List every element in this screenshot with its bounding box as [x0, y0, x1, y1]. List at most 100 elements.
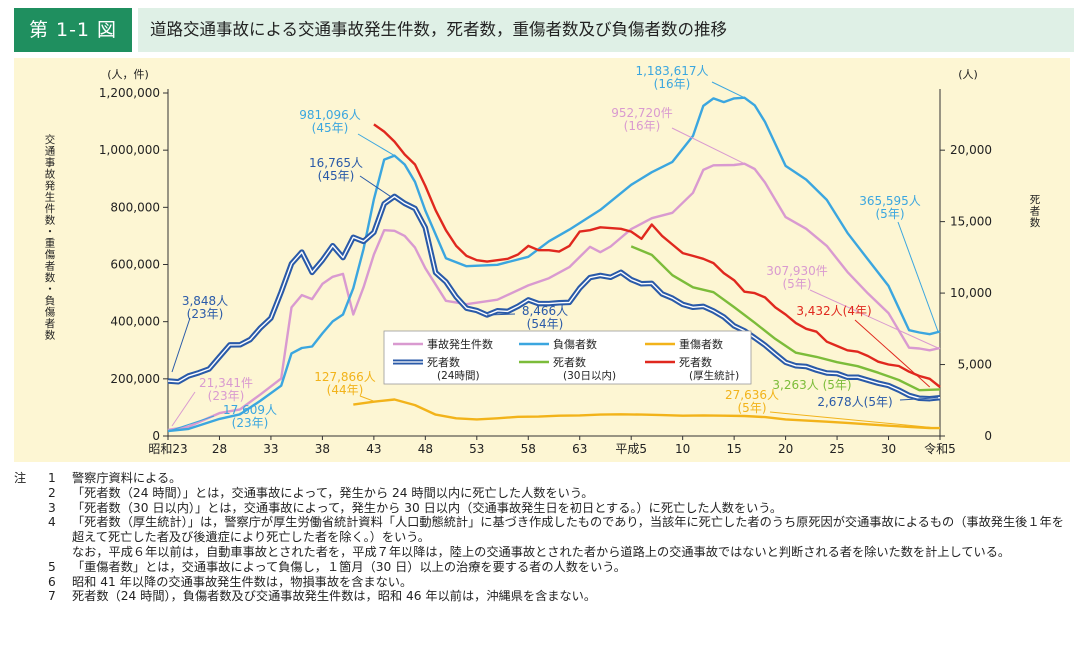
annotation-leader: [171, 391, 196, 427]
left-axis-tick-label: 1,000,000: [99, 143, 160, 157]
x-axis-tick-label: 63: [572, 442, 587, 456]
right-axis-unit: (人): [958, 68, 978, 81]
footnote-number: 7: [48, 589, 56, 604]
left-axis-tick-label: 600,000: [110, 258, 160, 272]
legend-label: 死者数: [427, 356, 460, 369]
annotation-deaths24-2023: 2,678人(5年): [817, 395, 892, 409]
x-axis-tick-label: 38: [315, 442, 330, 456]
footnote-mark: 注: [14, 471, 27, 485]
footnotes: 注 1 警察庁資料による。 2 「死者数（24 時間）」とは，交通事故によって，…: [14, 471, 1074, 604]
left-axis-tick-label: 400,000: [110, 315, 160, 329]
legend-sublabel: (30日以内): [563, 369, 616, 382]
footnote-number: 5: [48, 559, 56, 574]
legend-label: 負傷者数: [553, 337, 597, 351]
deaths-30d-line: [630, 245, 941, 392]
deaths-health-stats-line: [373, 123, 941, 388]
annotation-leader: [487, 313, 516, 316]
annotation-accidents-1948: 21,341件(23年): [199, 376, 253, 403]
left-axis-unit: (人，件): [107, 68, 149, 81]
footnote-4-continuation: なお，平成６年以前は，自動車事故とされた者を，平成７年以降は，陸上の交通事故とさ…: [72, 544, 1011, 559]
annotation-deaths-health-2022: 3,432人(4年): [796, 304, 871, 318]
chart-legend: 事故発生件数 負傷者数 重傷者数死者数(24時間)死者数(30日以内)死者数(厚生統…: [383, 330, 752, 385]
x-axis-tick-label: 28: [212, 442, 227, 456]
footnote-3: 3 「死者数（30 日以内）」とは，交通事故によって，発生から 30 日以内（交…: [14, 501, 1074, 516]
annotation-injuries-2023: 365,595人(5年): [859, 194, 921, 221]
footnote-number: 1: [48, 471, 56, 485]
annotation-injuries-1948: 17,609人(23年): [223, 403, 277, 430]
footnote-2: 2 「死者数（24 時間）」とは，交通事故によって，発生から 24 時間以内に死…: [14, 486, 1074, 501]
annotation-leader: [171, 415, 215, 431]
right-axis-tick-label: 0: [984, 429, 992, 443]
footnote-4: 4 「死者数（厚生統計）」は，警察庁が厚生労働省統計資料「人口動態統計」に基づき…: [14, 515, 1074, 545]
annotation-leader: [899, 397, 939, 401]
x-axis-tick-label: 33: [263, 442, 278, 456]
x-axis-tick-label: 10: [675, 442, 690, 456]
annotation-leader: [359, 395, 377, 403]
x-axis-tick-label: 昭和23: [148, 442, 187, 456]
right-axis-tick-label: 5,000: [958, 358, 992, 372]
footnote-6: 6 昭和 41 年以降の交通事故発生件数は，物損事故を含まない。: [14, 575, 1074, 590]
chart-background: [14, 58, 1070, 462]
footnote-text: 死者数（24 時間），負傷者数及び交通事故発生件数は，昭和 46 年以前は，沖縄…: [72, 589, 597, 604]
x-axis-tick-label: 53: [469, 442, 484, 456]
x-axis-tick-label: 43: [366, 442, 381, 456]
annotation-leader: [359, 175, 391, 197]
right-axis-tick-label: 15,000: [950, 215, 992, 229]
figure-title: 道路交通事故による交通事故発生件数，死者数，重傷者数及び負傷者数の推移: [138, 8, 1074, 52]
legend-label: 死者数: [553, 356, 586, 369]
annotation-leader: [711, 81, 745, 99]
annotation-leader: [809, 289, 939, 349]
x-axis-tick-label: 令和5: [924, 441, 956, 456]
legend-label: 重傷者数: [679, 337, 723, 351]
annotation-leader: [671, 127, 745, 165]
annotation-serious-2023: 27,636人(5年): [725, 388, 779, 415]
right-axis-tick-label: 10,000: [950, 286, 992, 300]
left-axis-title: 交通事故発生件数・重傷者数・負傷者数: [45, 133, 56, 342]
x-axis-tick-label: 平成5: [615, 442, 647, 456]
annotation-injuries-1970: 981,096人(45年): [299, 108, 361, 135]
serious-injuries-line: [353, 398, 941, 430]
chart-svg: 0 200,000 400,000 600,000 800,000 1,000,000 1,…: [45, 64, 1041, 456]
annotation-leader: [897, 221, 939, 332]
right-axis-title: 死者数: [1030, 194, 1041, 229]
legend-box: [383, 330, 752, 385]
footnote-number: 6: [48, 574, 56, 589]
deaths-24h-line-inner: [167, 195, 941, 400]
footnote-text: 「死者数（30 日以内）」とは，交通事故によって，発生から 30 日以内（交通事…: [72, 500, 783, 515]
footnote-text: 警察庁資料による。: [72, 471, 182, 485]
legend-label: 死者数: [679, 356, 712, 369]
x-axis-tick-label: 48: [418, 442, 433, 456]
footnote-text: 「死者数（厚生統計）」は，警察庁が厚生労働省統計資料「人口動態統計」に基づき作成…: [72, 515, 1064, 545]
footnote-5: 5 「重傷者数」とは，交通事故によって負傷し，１箇月（30 日）以上の治療を要す…: [14, 560, 1074, 575]
annotation-leader: [854, 319, 931, 388]
annotation-serious-1969: 127,866人(44年): [314, 370, 376, 397]
accidents-line: [167, 162, 941, 432]
footnote-number: 2: [48, 485, 56, 500]
annotation-deaths-1979: 8,466人(54年): [522, 304, 568, 331]
x-axis-tick-label: 25: [829, 442, 844, 456]
chart-axes: 0 200,000 400,000 600,000 800,000 1,000,000 1,…: [45, 68, 1041, 456]
left-axis-tick-label: 0: [152, 429, 160, 443]
right-axis-tick-label: 20,000: [950, 143, 992, 157]
left-axis-tick-label: 200,000: [110, 372, 160, 386]
footnote-text: 「重傷者数」とは，交通事故によって負傷し，１箇月（30 日）以上の治療を要する者…: [72, 559, 626, 574]
annotation-deaths-1948: 3,848人(23年): [182, 294, 228, 321]
left-axis-tick-label: 1,200,000: [99, 86, 160, 100]
footnote-1: 注 1 警察庁資料による。: [14, 471, 1074, 486]
x-axis-tick-label: 30: [881, 442, 896, 456]
chart-series: [167, 96, 941, 433]
legend-sublabel: (厚生統計): [689, 369, 739, 382]
annotation-injuries-2004: 1,183,617人(16年): [635, 64, 708, 91]
footnote-text: 昭和 41 年以降の交通事故発生件数は，物損事故を含まない。: [72, 574, 413, 589]
x-axis-tick-label: 20: [778, 442, 793, 456]
legend-label: 事故発生件数: [427, 337, 493, 351]
annotation-deaths-1970: 16,765人(45年): [309, 156, 363, 183]
legend-sublabel: (24時間): [437, 370, 480, 382]
figure-number-badge: 第 1-1 図: [14, 8, 132, 52]
annotation-leader: [171, 317, 191, 373]
annotation-deaths30-2023: 3,263人 (5年): [772, 378, 851, 392]
figure-header: 第 1-1 図 道路交通事故による交通事故発生件数，死者数，重傷者数及び負傷者数…: [14, 8, 1074, 52]
footnote-7: 7 死者数（24 時間），負傷者数及び交通事故発生件数は，昭和 46 年以前は，…: [14, 589, 1074, 604]
chart-annotations: 3,848人(23年) 21,341件(23年)17,609人(23年) 981,0…: [171, 64, 939, 431]
footnote-number: 3: [48, 500, 56, 515]
